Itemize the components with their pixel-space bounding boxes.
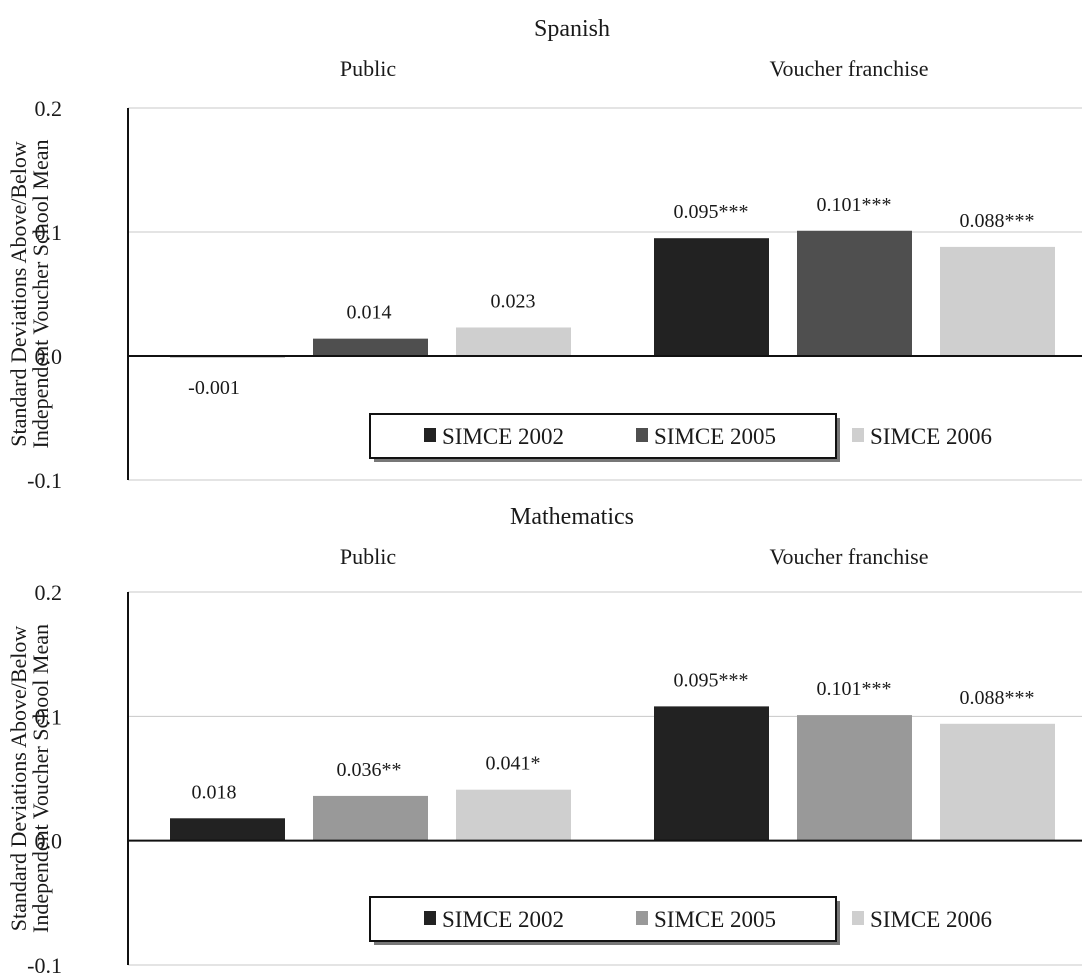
legend-swatch: [424, 911, 436, 925]
chart-title: Mathematics: [510, 504, 634, 530]
data-label: 0.014: [347, 302, 392, 324]
legend-entry: SIMCE 2006: [870, 907, 992, 932]
category-label: Voucher franchise: [769, 544, 928, 569]
bar: [170, 818, 285, 841]
chart-panel-2: -0.1 0.0 0.1 0.2 0.018 0.095*** 0.036** 0.101**…: [6, 504, 1082, 978]
legend-entry: SIMCE 2005: [654, 424, 776, 449]
y-axis-label: Independent Voucher School Mean: [28, 624, 53, 933]
y-tick-label: 0.2: [35, 580, 63, 605]
y-tick-label: 0.0: [35, 344, 63, 369]
legend-swatch: [636, 911, 648, 925]
legend-swatch: [636, 428, 648, 442]
y-tick-label: 0.1: [35, 704, 63, 729]
y-tick-label: 0.2: [35, 96, 63, 121]
y-tick-label: -0.1: [27, 953, 62, 973]
legend-entry: SIMCE 2006: [870, 424, 992, 449]
legend-swatch: [852, 911, 864, 925]
bar: [313, 338, 428, 356]
y-axis-label: Independent Voucher School Mean: [28, 140, 53, 449]
data-label: 0.041*: [486, 753, 541, 775]
legend: SIMCE 2002 SIMCE 2005 SIMCE 2006: [369, 413, 992, 462]
data-label: 0.023: [491, 290, 536, 312]
data-label: 0.036**: [337, 759, 402, 781]
category-label: Public: [340, 56, 396, 81]
data-label: 0.101***: [817, 678, 892, 700]
chart-panel-1: -0.1 0.0 0.1 0.2 -0.001 0.095*** 0.014 0.101***…: [6, 16, 1082, 493]
y-axis-label: Standard Deviations Above/Below: [6, 626, 31, 932]
y-tick-label: 0.1: [35, 220, 63, 245]
legend-box: [369, 413, 837, 459]
legend: SIMCE 2002 SIMCE 2005 SIMCE 2006: [369, 896, 992, 945]
data-label: 0.095***: [674, 201, 749, 223]
legend-box: [369, 896, 837, 942]
bar: [940, 246, 1055, 356]
legend-entry: SIMCE 2002: [442, 907, 564, 932]
bar: [940, 723, 1055, 841]
legend-swatch: [424, 428, 436, 442]
data-label: 0.095***: [674, 669, 749, 691]
y-tick-label: 0.0: [35, 829, 63, 854]
bar: [456, 327, 571, 356]
data-label: 0.088***: [960, 210, 1035, 232]
legend-entry: SIMCE 2002: [442, 424, 564, 449]
bar: [313, 795, 428, 841]
data-label: 0.088***: [960, 687, 1035, 709]
category-label: Voucher franchise: [769, 56, 928, 81]
legend-entry: SIMCE 2005: [654, 907, 776, 932]
data-label: 0.101***: [817, 194, 892, 216]
bar: [797, 715, 912, 841]
y-tick-label: -0.1: [27, 468, 62, 493]
y-axis-label: Standard Deviations Above/Below: [6, 141, 31, 447]
legend-swatch: [852, 428, 864, 442]
bar: [654, 706, 769, 841]
bar: [456, 789, 571, 841]
bar: [654, 238, 769, 356]
chart-title: Spanish: [534, 16, 610, 42]
category-label: Public: [340, 544, 396, 569]
data-label: -0.001: [188, 377, 240, 399]
data-label: 0.018: [192, 781, 237, 803]
bar: [797, 230, 912, 356]
